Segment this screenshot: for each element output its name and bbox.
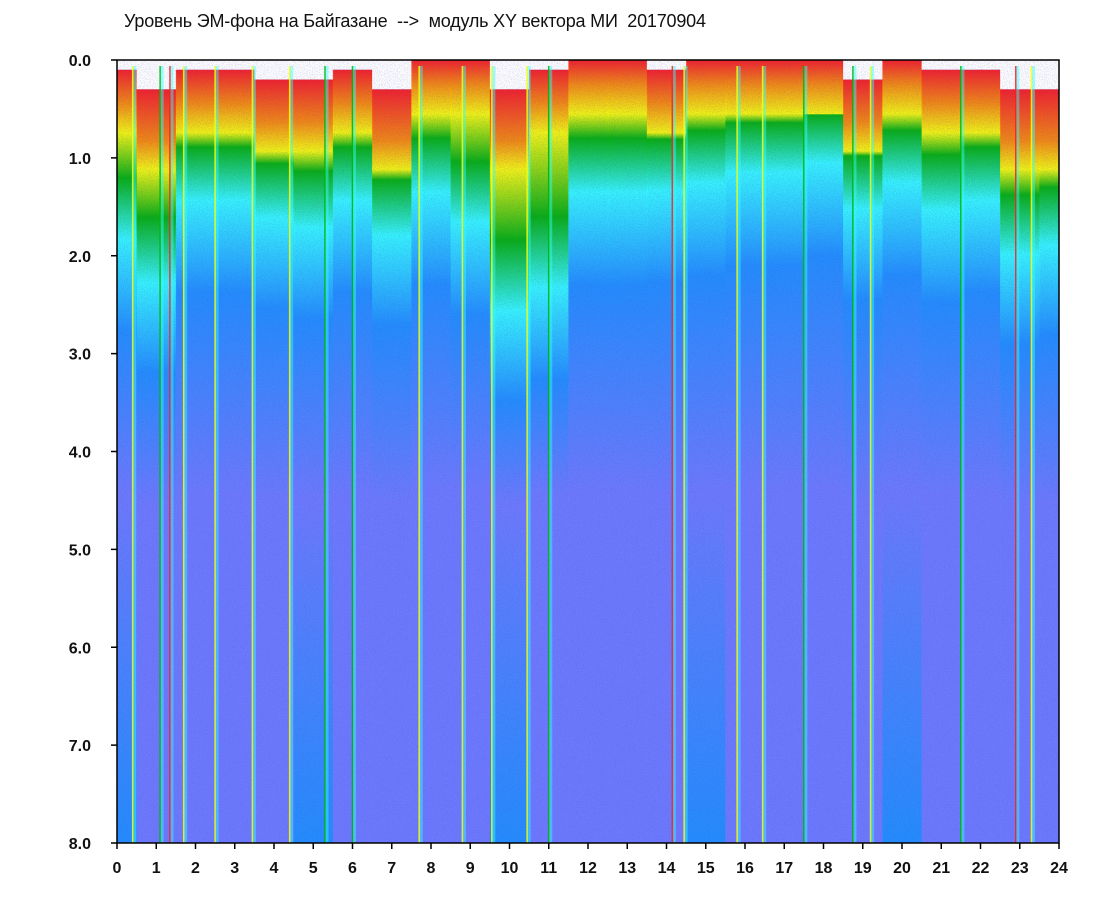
- x-tick-label-24: 24: [1050, 860, 1068, 877]
- y-axis: 0.0 1.0 2.0 3.0 4.0 5.0 6.0 7.0 8.0: [69, 53, 117, 853]
- x-tick-label-0: 0: [113, 860, 122, 877]
- y-tick-label-1.0: 1.0: [69, 151, 91, 168]
- x-tick-label-4: 4: [270, 860, 279, 877]
- x-tick-label-3: 3: [230, 860, 239, 877]
- heatmap-grain-texture: [117, 60, 1059, 843]
- y-tick-label-4.0: 4.0: [69, 445, 91, 462]
- x-tick-label-22: 22: [972, 860, 990, 877]
- x-tick-label-6: 6: [348, 860, 357, 877]
- x-tick-label-5: 5: [309, 860, 318, 877]
- x-tick-label-7: 7: [387, 860, 396, 877]
- x-tick-label-9: 9: [466, 860, 475, 877]
- x-tick-label-10: 10: [501, 860, 519, 877]
- x-tick-label-13: 13: [618, 860, 636, 877]
- y-tick-label-8.0: 8.0: [69, 836, 91, 853]
- y-tick-label-5.0: 5.0: [69, 542, 91, 559]
- x-tick-label-12: 12: [579, 860, 597, 877]
- y-tick-label-3.0: 3.0: [69, 347, 91, 364]
- x-tick-label-2: 2: [191, 860, 200, 877]
- x-tick-label-15: 15: [697, 860, 715, 877]
- y-tick-label-2.0: 2.0: [69, 249, 91, 266]
- x-tick-label-11: 11: [540, 860, 557, 877]
- y-tick-label-0.0: 0.0: [69, 53, 91, 70]
- x-tick-label-18: 18: [815, 860, 833, 877]
- x-tick-label-8: 8: [427, 860, 436, 877]
- x-axis: 0 1 2 3 4 5 6 7 8 9 10 11 12 13 14 15 16 17 18 19 20 21 22 23 24: [113, 843, 1068, 877]
- heatmap-plot-area: [117, 60, 1059, 843]
- x-tick-label-17: 17: [775, 860, 793, 877]
- x-tick-label-21: 21: [932, 860, 950, 877]
- x-tick-label-16: 16: [736, 860, 754, 877]
- chart-title: Уровень ЭМ-фона на Байгазане --> модуль …: [124, 11, 706, 31]
- x-tick-label-20: 20: [893, 860, 911, 877]
- x-tick-label-1: 1: [152, 860, 161, 877]
- x-tick-label-19: 19: [854, 860, 872, 877]
- x-tick-label-23: 23: [1011, 860, 1029, 877]
- y-tick-label-7.0: 7.0: [69, 738, 91, 755]
- x-tick-label-14: 14: [658, 860, 676, 877]
- y-tick-label-6.0: 6.0: [69, 640, 91, 657]
